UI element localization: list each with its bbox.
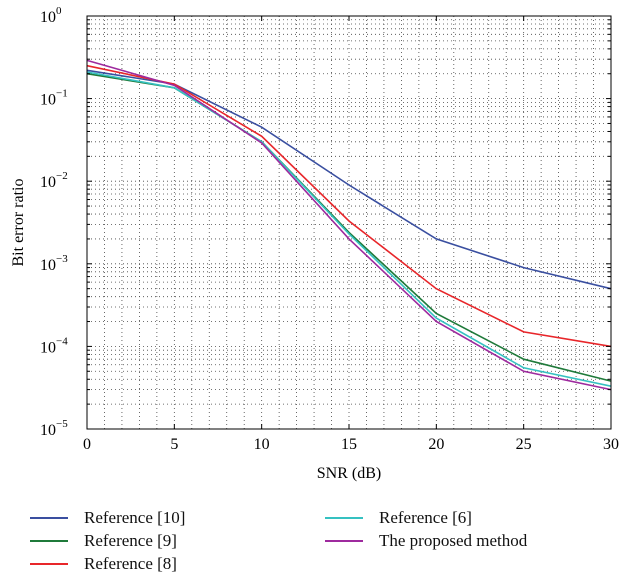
series-line [86, 69, 612, 290]
legend-swatch [325, 540, 363, 542]
x-tick-label: 25 [516, 436, 532, 453]
y-tick-label: 100 [40, 5, 62, 26]
y-tick-label: 10−1 [40, 88, 68, 109]
legend-item: Reference [6] [325, 506, 472, 530]
legend-label: Reference [6] [379, 508, 472, 527]
series-line [86, 72, 612, 382]
x-tick-label: 15 [341, 436, 357, 453]
legend-label: The proposed method [379, 531, 528, 550]
y-tick-label: 10−2 [40, 170, 68, 191]
series-line [86, 71, 612, 387]
x-tick-label: 30 [603, 436, 619, 453]
legend-item: Reference [8] [30, 552, 177, 576]
legend-swatch [30, 563, 68, 565]
legend-label: Reference [10] [84, 508, 186, 527]
x-tick-label: 20 [428, 436, 444, 453]
x-tick-label: 0 [83, 436, 91, 453]
series-line [86, 64, 612, 348]
y-tick-label: 10−5 [40, 418, 68, 439]
x-tick-label: 10 [254, 436, 270, 453]
series-line [86, 59, 612, 391]
y-tick-label: 10−4 [40, 335, 68, 356]
ber-chart: 0 5 10 15 20 25 30 100 10−1 10−2 10−3 10−4 10−5 SNR… [10, 5, 619, 482]
grid [87, 16, 611, 429]
legend-label: Reference [8] [84, 554, 177, 573]
legend-item: Reference [9] [30, 529, 177, 553]
series-lines [86, 59, 612, 391]
legend-swatch [325, 517, 363, 519]
x-axis-label: SNR (dB) [317, 465, 381, 482]
legend: Reference [10] Reference [9] Reference [8]… [30, 506, 610, 586]
legend-label: Reference [9] [84, 531, 177, 550]
x-tick-label: 5 [170, 436, 178, 453]
legend-swatch [30, 517, 68, 519]
plot-frame [86, 15, 612, 430]
legend-item: The proposed method [325, 529, 527, 553]
y-tick-labels: 100 10−1 10−2 10−3 10−4 10−5 [40, 5, 68, 439]
tick-marks [86, 15, 612, 430]
y-tick-label: 10−3 [40, 253, 68, 274]
x-tick-labels: 0 5 10 15 20 25 30 [83, 436, 619, 453]
y-axis-label: Bit error ratio [10, 179, 27, 267]
legend-swatch [30, 540, 68, 542]
legend-item: Reference [10] [30, 506, 185, 530]
